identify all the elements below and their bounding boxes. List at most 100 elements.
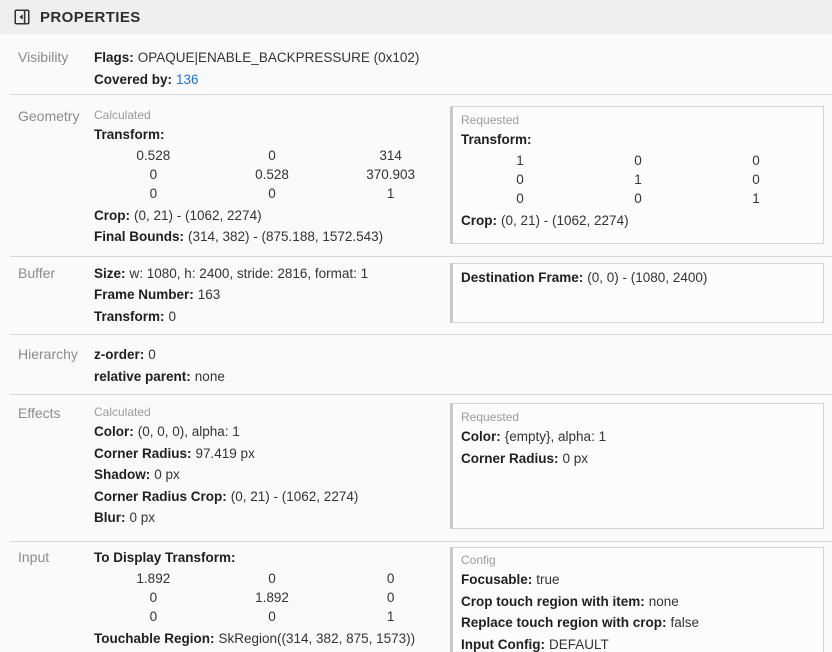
to-display-transform-key: To Display Transform:: [94, 550, 236, 565]
matrix-cell: 0: [149, 166, 158, 182]
matrix-cell: 0: [268, 570, 276, 586]
crop-key: Crop:: [94, 207, 130, 223]
section-label-input: Input: [18, 549, 50, 565]
frame-number-key: Frame Number:: [94, 287, 194, 302]
panel-title: PROPERTIES: [40, 8, 141, 26]
matrix-cell: 0.528: [136, 147, 171, 163]
section-hierarchy: Hierarchy z-order: 0 relative parent: none: [10, 335, 832, 395]
matrix-cell: 0: [386, 589, 395, 605]
shadow-key: Shadow:: [94, 467, 151, 482]
calculated-caption: Calculated: [94, 405, 151, 419]
matrix-cell: 370.903: [366, 166, 416, 182]
matrix-cell: 1: [516, 152, 524, 168]
matrix-cell: 1: [752, 190, 760, 206]
transform-row: Transform:: [94, 124, 450, 146]
matrix-cell: 1.892: [136, 570, 171, 586]
crop-key: Crop:: [461, 212, 497, 228]
focusable-key: Focusable:: [461, 572, 533, 587]
matrix-cell: 1: [386, 185, 395, 201]
requested-transform-matrix: 1 0 0 0 1 0 0 0 1: [461, 151, 815, 208]
section-visibility: Visibility Flags: OPAQUE|ENABLE_BACKPRESS…: [10, 34, 832, 95]
section-label-buffer: Buffer: [18, 264, 56, 281]
section-label-hierarchy: Hierarchy: [18, 346, 78, 362]
color-row: Color: {empty}, alpha: 1: [461, 426, 815, 448]
frame-number-row: Frame Number: 163: [94, 284, 450, 306]
touchable-region-value: SkRegion((314, 382, 875, 1573)): [218, 630, 416, 646]
buffer-transform-key: Transform:: [94, 308, 165, 324]
matrix-cell: 0.528: [255, 166, 289, 182]
collapse-panel-button[interactable]: [12, 7, 32, 27]
focusable-row: Focusable: true: [461, 569, 815, 591]
blur-key: Blur:: [94, 510, 126, 525]
final-bounds-value: (314, 382) - (875.188, 1572.543): [188, 229, 384, 244]
matrix-cell: 0: [752, 171, 760, 187]
requested-caption: Requested: [461, 410, 520, 424]
destination-frame-key: Destination Frame:: [461, 269, 584, 285]
transform-key: Transform:: [461, 132, 532, 147]
crop-value: (0, 21) - (1062, 2274): [134, 207, 262, 223]
z-order-row: z-order: 0: [94, 344, 832, 366]
flags-row: Flags: OPAQUE|ENABLE_BACKPRESSURE (0x102): [94, 47, 832, 69]
color-key: Color:: [94, 424, 134, 439]
input-config-box: Config Focusable: true Crop touch region …: [450, 547, 824, 652]
buffer-transform-value: 0: [168, 308, 177, 324]
buffer-transform-row: Transform: 0: [94, 306, 450, 328]
relative-parent-value: none: [194, 368, 225, 384]
color-value: {empty}, alpha: 1: [504, 429, 607, 444]
crop-value: (0, 21) - (1062, 2274): [501, 212, 629, 228]
to-display-transform-row: To Display Transform:: [94, 547, 450, 569]
crop-row: Crop: (0, 21) - (1062, 2274): [94, 205, 450, 227]
z-order-key: z-order:: [94, 347, 145, 362]
color-row: Color: (0, 0, 0), alpha: 1: [94, 421, 450, 443]
section-label-geometry: Geometry: [18, 108, 80, 124]
transform-row: Transform:: [461, 129, 815, 151]
replace-touch-region-key: Replace touch region with crop:: [461, 615, 667, 630]
flags-value: OPAQUE|ENABLE_BACKPRESSURE (0x102): [137, 50, 420, 65]
input-config-row: Input Config: DEFAULT: [461, 634, 815, 652]
right-panel-close-icon: [13, 8, 31, 26]
relative-parent-key: relative parent:: [94, 368, 191, 384]
matrix-cell: 1: [386, 608, 395, 624]
z-order-value: 0: [148, 347, 156, 362]
replace-touch-region-row: Replace touch region with crop: false: [461, 612, 815, 634]
corner-radius-key: Corner Radius:: [461, 450, 559, 466]
corner-radius-row: Corner Radius: 97.419 px: [94, 443, 450, 465]
corner-radius-value: 0 px: [562, 450, 589, 466]
blur-row: Blur: 0 px: [94, 507, 450, 529]
matrix-cell: 314: [379, 147, 402, 163]
matrix-cell: 0: [268, 608, 276, 624]
properties-header: PROPERTIES: [0, 0, 832, 34]
color-key: Color:: [461, 429, 501, 444]
matrix-cell: 0: [634, 190, 642, 206]
covered-by-key: Covered by:: [94, 71, 173, 87]
shadow-row: Shadow: 0 px: [94, 464, 450, 486]
matrix-cell: 0: [149, 185, 158, 201]
matrix-cell: 0: [149, 608, 158, 624]
covered-by-link[interactable]: 136: [176, 71, 199, 87]
matrix-cell: 0: [634, 152, 642, 168]
requested-caption: Requested: [461, 113, 520, 127]
section-effects: Effects Calculated Color: (0, 0, 0), alph…: [10, 395, 832, 542]
input-config-value: DEFAULT: [548, 636, 609, 652]
touchable-region-row: Touchable Region: SkRegion((314, 382, 875…: [94, 628, 450, 650]
effects-requested-box: Requested Color: {empty}, alpha: 1 Corner…: [450, 403, 824, 529]
shadow-value: 0 px: [154, 467, 180, 482]
matrix-cell: 0: [516, 171, 524, 187]
matrix-cell: 1: [634, 171, 642, 187]
blur-value: 0 px: [129, 510, 156, 525]
corner-radius-value: 97.419 px: [195, 445, 255, 461]
size-row: Size: w: 1080, h: 2400, stride: 2816, for…: [94, 263, 450, 285]
matrix-cell: 0: [268, 147, 276, 163]
corner-radius-row: Corner Radius: 0 px: [461, 448, 815, 470]
focusable-value: true: [536, 572, 560, 587]
crop-touch-region-row: Crop touch region with item: none: [461, 591, 815, 613]
section-input: Input To Display Transform: 1.892 0 0 0 …: [10, 542, 832, 652]
final-bounds-key: Final Bounds:: [94, 229, 184, 244]
crop-touch-region-value: none: [648, 593, 679, 609]
size-key: Size:: [94, 265, 126, 281]
matrix-cell: 0: [516, 190, 524, 206]
matrix-cell: 0: [752, 152, 760, 168]
requested-geometry-box: Requested Transform: 1 0 0 0 1 0 0 0 1: [450, 106, 824, 244]
crop-touch-region-key: Crop touch region with item:: [461, 593, 645, 609]
frame-number-value: 163: [197, 287, 221, 302]
